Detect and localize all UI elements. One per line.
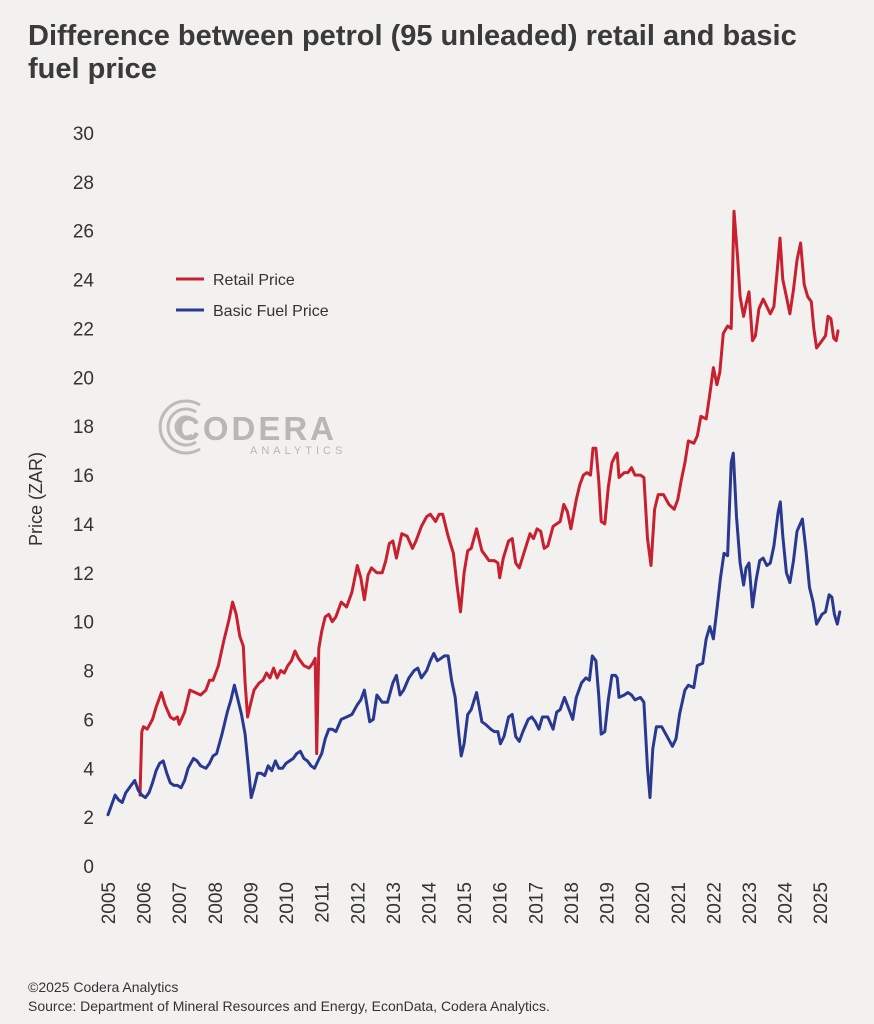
x-tick-label: 2010 [277, 882, 298, 924]
y-tick-label: 4 [83, 759, 94, 780]
x-axis: 2005 2006 2007 2008 2009 2010 2011 2012 2013 2014… [99, 882, 832, 925]
legend-label: Basic Fuel Price [213, 303, 329, 320]
watermark-sub-text: ANALYTICS [250, 445, 346, 457]
x-tick-label: 2015 [455, 882, 476, 924]
x-tick-label: 2023 [740, 882, 761, 924]
codera-watermark: CODERA ANALYTICS [158, 399, 346, 457]
y-tick-label: 26 [73, 222, 94, 243]
codera-logo-icon [158, 399, 201, 455]
x-tick-label: 2017 [526, 882, 547, 924]
watermark-main-text: CODERA [176, 410, 337, 447]
y-tick-label: 2 [83, 808, 94, 829]
legend: Retail Price Basic Fuel Price [176, 272, 329, 320]
x-tick-label: 2006 [135, 882, 156, 924]
legend-label: Retail Price [213, 272, 295, 289]
y-tick-label: 28 [73, 173, 94, 194]
series-line-retail-price [138, 209, 840, 797]
y-tick-label: 18 [73, 417, 94, 438]
y-tick-label: 8 [83, 662, 94, 683]
x-tick-label: 2025 [811, 882, 832, 924]
x-tick-label: 2020 [633, 882, 654, 924]
x-tick-label: 2016 [491, 882, 512, 924]
x-tick-label: 2019 [598, 882, 619, 924]
y-axis-label: Price (ZAR) [26, 452, 46, 546]
source-text: Source: Department of Mineral Resources … [28, 998, 550, 1014]
y-tick-label: 6 [83, 710, 94, 731]
x-tick-label: 2011 [313, 882, 334, 923]
chart-title: Difference between petrol (95 unleaded) … [28, 20, 797, 85]
x-tick-label: 2007 [170, 882, 191, 924]
y-tick-label: 16 [73, 466, 94, 487]
x-tick-label: 2014 [419, 882, 440, 925]
x-tick-label: 2012 [348, 882, 369, 924]
x-tick-label: 2008 [206, 882, 227, 924]
y-tick-label: 24 [73, 271, 95, 292]
footer: ©2025 Codera Analytics Source: Departmen… [28, 978, 550, 1016]
y-tick-label: 10 [73, 613, 94, 634]
x-tick-label: 2005 [99, 882, 120, 924]
y-tick-label: 30 [73, 124, 94, 145]
copyright-text: ©2025 Codera Analytics [28, 979, 179, 995]
series-line-basic-fuel-price [106, 451, 842, 817]
y-tick-label: 12 [73, 564, 94, 585]
x-tick-label: 2013 [384, 882, 405, 924]
y-tick-label: 22 [73, 319, 94, 340]
y-tick-label: 0 [83, 857, 94, 878]
x-tick-label: 2009 [241, 882, 262, 924]
x-tick-label: 2022 [704, 882, 725, 924]
series-lines [106, 209, 842, 817]
y-tick-label: 14 [73, 515, 95, 536]
y-tick-label: 20 [73, 368, 94, 389]
x-tick-label: 2021 [669, 882, 690, 924]
x-tick-label: 2018 [562, 882, 583, 924]
x-tick-label: 2024 [776, 882, 797, 925]
